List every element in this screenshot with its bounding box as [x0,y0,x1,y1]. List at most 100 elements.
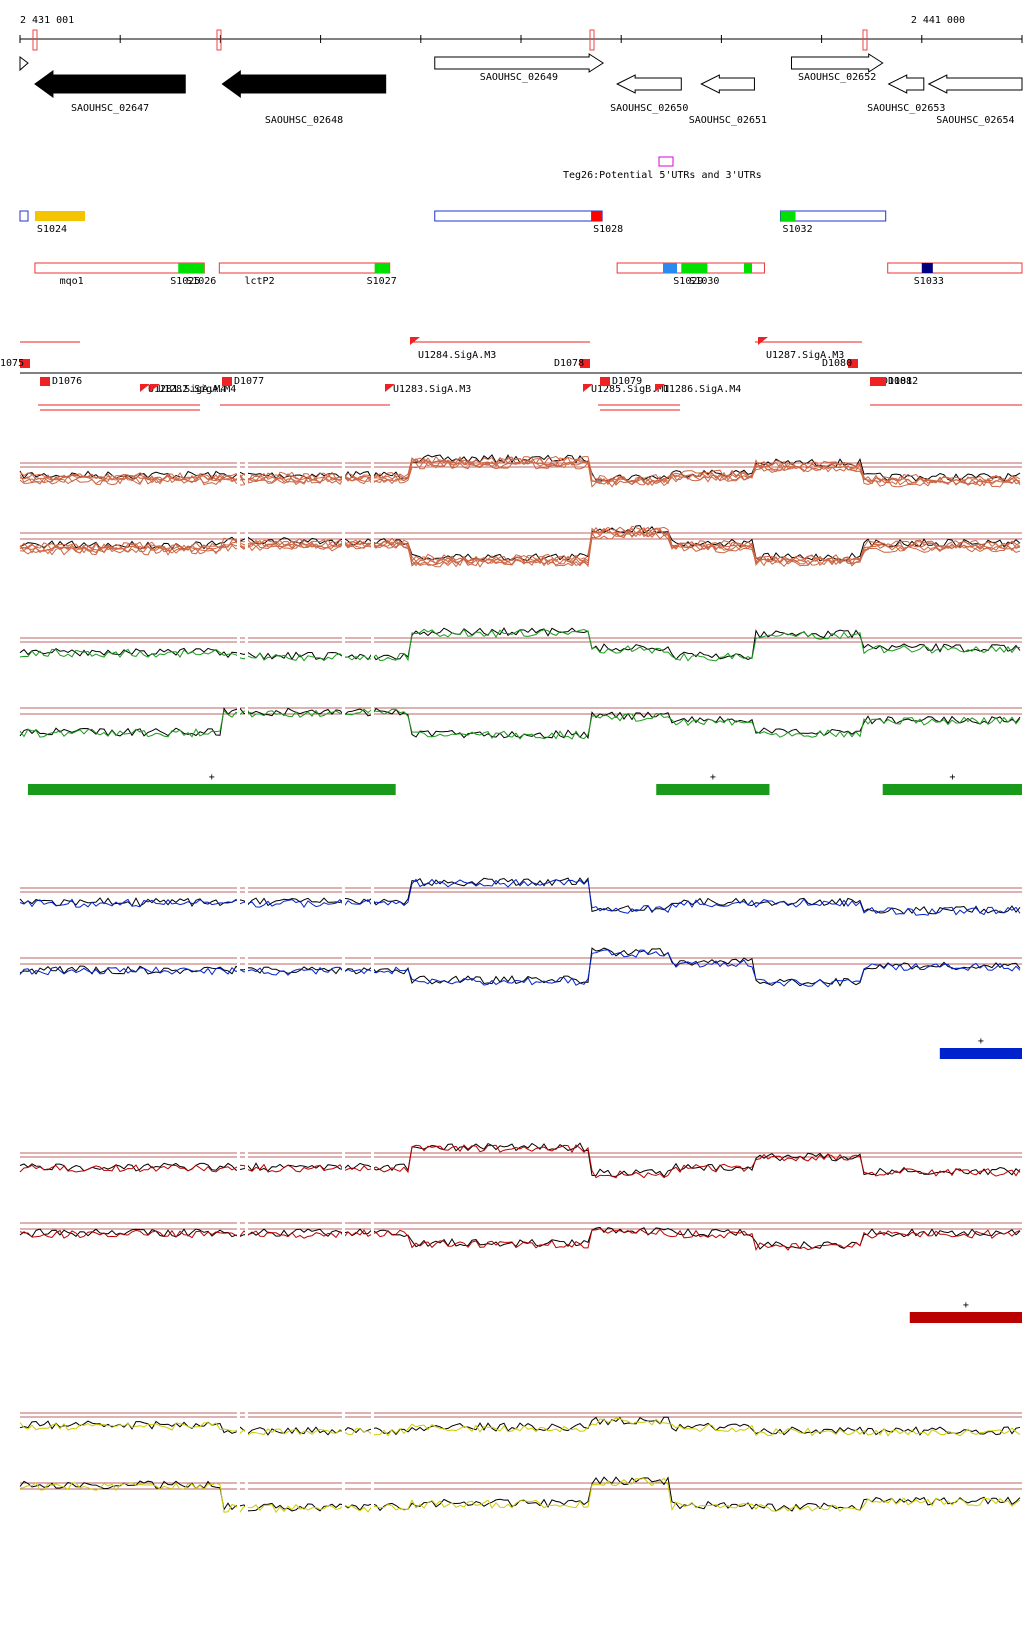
expression-curve [19,529,1021,567]
teg-annotation: Teg26:Potential 5'UTRs and 3'UTRs [563,156,762,181]
segment-label: S1027 [367,276,397,287]
terminator-block[interactable] [870,377,880,386]
segment-fill[interactable] [178,263,205,273]
significance-bar[interactable] [909,1312,1022,1323]
promoter-label: U1282.SigA.M4 [158,384,236,395]
segment-fill[interactable] [780,211,796,221]
segment-label: S1030 [689,276,719,287]
data-gap [342,445,345,585]
terminator-block[interactable] [600,377,610,386]
ruler-marker [589,29,595,51]
significance-bar[interactable] [27,784,396,795]
significance-marker: + [209,772,215,783]
promoter-label: U1285.SigB.M1 [591,384,669,395]
gene-label: SAOUHSC_02650 [610,103,688,114]
gene-label: SAOUHSC_02648 [265,115,343,126]
terminator-label: D1077 [234,376,264,387]
promoter-flag[interactable] [150,384,160,392]
significance-marker: + [949,772,955,783]
gene-arrow[interactable] [887,74,925,94]
terminator-block[interactable] [876,377,886,386]
data-gap [342,620,345,760]
significance-bar[interactable] [939,1048,1022,1059]
significance-bar[interactable] [882,784,1022,795]
data-gap [371,445,374,585]
segment-fill[interactable] [374,263,390,273]
terminator-label: D1078 [554,358,584,369]
promoter-flag[interactable] [385,384,395,392]
data-gap [245,870,248,1010]
edge-gene-marker [19,56,29,72]
expression-curve [19,1228,1021,1252]
segment-row-1: S1024 S1028 S1032 [19,210,887,235]
gene-label: SAOUHSC_02653 [867,103,945,114]
data-gap [371,870,374,1010]
segment-label: mqo1 [60,276,84,287]
segment-fill[interactable] [663,263,677,273]
gene-arrow[interactable] [34,70,186,98]
data-gap [342,870,345,1010]
expression-curve [19,949,1021,988]
promoter-flag[interactable] [140,384,150,392]
segment-label: S1025 [170,276,200,287]
promoter-label: U1281.SigA.M4 [148,384,226,395]
terminator-label: D1076 [52,376,82,387]
expression-curve [19,1476,1021,1512]
start-coordinate: 2 431 001 [20,15,74,26]
promoter-flag[interactable] [410,337,420,345]
end-coordinate: 2 441 000 [911,15,965,26]
gene-arrow[interactable] [927,74,1023,94]
promoter-flag[interactable] [655,384,665,392]
expression-curve [19,1142,1021,1178]
promoter-terminator-track: U1284.SigA.M3 U1287.SigA.M3 U1283.SigA.M3 U… [0,337,1022,411]
data-gap [371,620,374,760]
expression-tracks: + + + + + [19,445,1022,1535]
significance-bar[interactable] [656,784,770,795]
ruler-marker [32,29,38,51]
gene-arrow[interactable] [616,74,682,94]
segment-box [218,262,391,274]
segment-fill[interactable] [921,263,933,273]
terminator-block[interactable] [848,359,858,368]
segment-label: lctP2 [244,276,274,287]
promoter-label: U1286.SigA.M4 [663,384,741,395]
segment-label: S1033 [914,276,944,287]
terminator-label: D1079 [612,376,642,387]
segment-fill[interactable] [34,211,86,221]
significance-marker: + [710,772,716,783]
expression-curve [19,457,1021,486]
gene-arrow[interactable] [700,74,755,94]
segment-fill[interactable] [744,263,752,273]
data-gap [371,1395,374,1535]
segment-box [434,210,603,222]
terminator-block[interactable] [40,377,50,386]
data-gap [245,620,248,760]
segment-box [19,210,29,222]
segment-fill[interactable] [681,263,708,273]
terminator-label: D1080 [822,358,852,369]
gene-label: SAOUHSC_02649 [480,72,558,83]
ruler-marker [216,29,222,51]
data-gap [245,445,248,585]
promoter-flag[interactable] [758,337,768,345]
gene-label: SAOUHSC_02654 [936,115,1014,126]
coordinate-ruler: 2 431 001 2 441 000 [19,15,1023,51]
terminator-label: D1081 [882,376,912,387]
terminator-block[interactable] [222,377,232,386]
expression-curve [19,1417,1021,1437]
promoter-flag[interactable] [583,384,593,392]
gene-arrow[interactable] [791,53,884,73]
gene-arrow[interactable] [221,70,387,98]
segment-label: S1028 [593,224,623,235]
gene-arrow[interactable] [434,53,605,73]
segment-fill[interactable] [591,211,603,221]
data-gap [237,870,240,1010]
teg-annotation-label: Teg26:Potential 5'UTRs and 3'UTRs [563,170,762,181]
data-gap [245,1135,248,1275]
terminator-block[interactable] [580,359,590,368]
expression-curve [19,1144,1021,1179]
segment-label: S1029 [673,276,703,287]
expression-curve [19,627,1021,661]
terminator-block[interactable] [20,359,30,368]
expression-curve [19,460,1021,488]
